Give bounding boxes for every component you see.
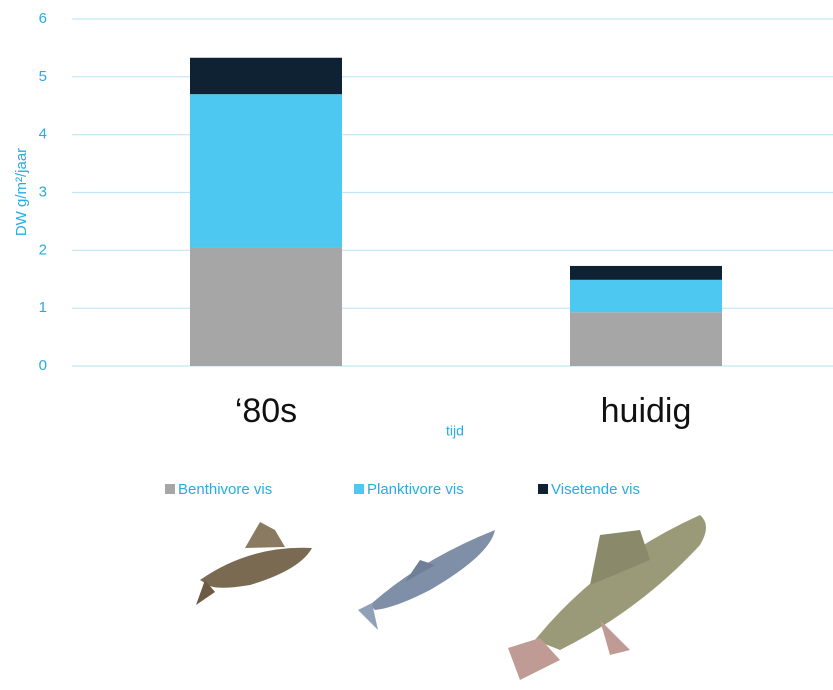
y-tick-label: 5 [39, 68, 47, 85]
y-tick-label: 6 [39, 10, 47, 27]
legend-swatch [538, 484, 548, 494]
bar-segment [190, 247, 342, 366]
bar-segment [190, 94, 342, 248]
fish-smelt [358, 530, 495, 630]
bar-segment [570, 265, 722, 280]
bar-segment [570, 312, 722, 366]
fish-pikeperch [508, 515, 706, 680]
y-tick-label: 4 [39, 126, 47, 143]
y-axis-label: DW g/m²/jaar [13, 148, 30, 236]
legend-swatch [354, 484, 364, 494]
x-axis-label: tijd [446, 423, 464, 439]
fish-perch [196, 522, 312, 605]
y-tick-label: 3 [39, 183, 47, 200]
bar-segment [190, 57, 342, 95]
y-tick-label: 0 [39, 357, 47, 374]
x-tick-label: ‘80s [235, 392, 297, 430]
legend-label: Visetende vis [551, 481, 640, 498]
legend-swatch [165, 484, 175, 494]
y-tick-label: 1 [39, 299, 47, 316]
legend-label: Planktivore vis [367, 481, 464, 498]
legend-label: Benthivore vis [178, 481, 272, 498]
x-tick-label: huidig [601, 392, 692, 430]
y-tick-label: 2 [39, 241, 47, 258]
bar-segment [570, 279, 722, 313]
